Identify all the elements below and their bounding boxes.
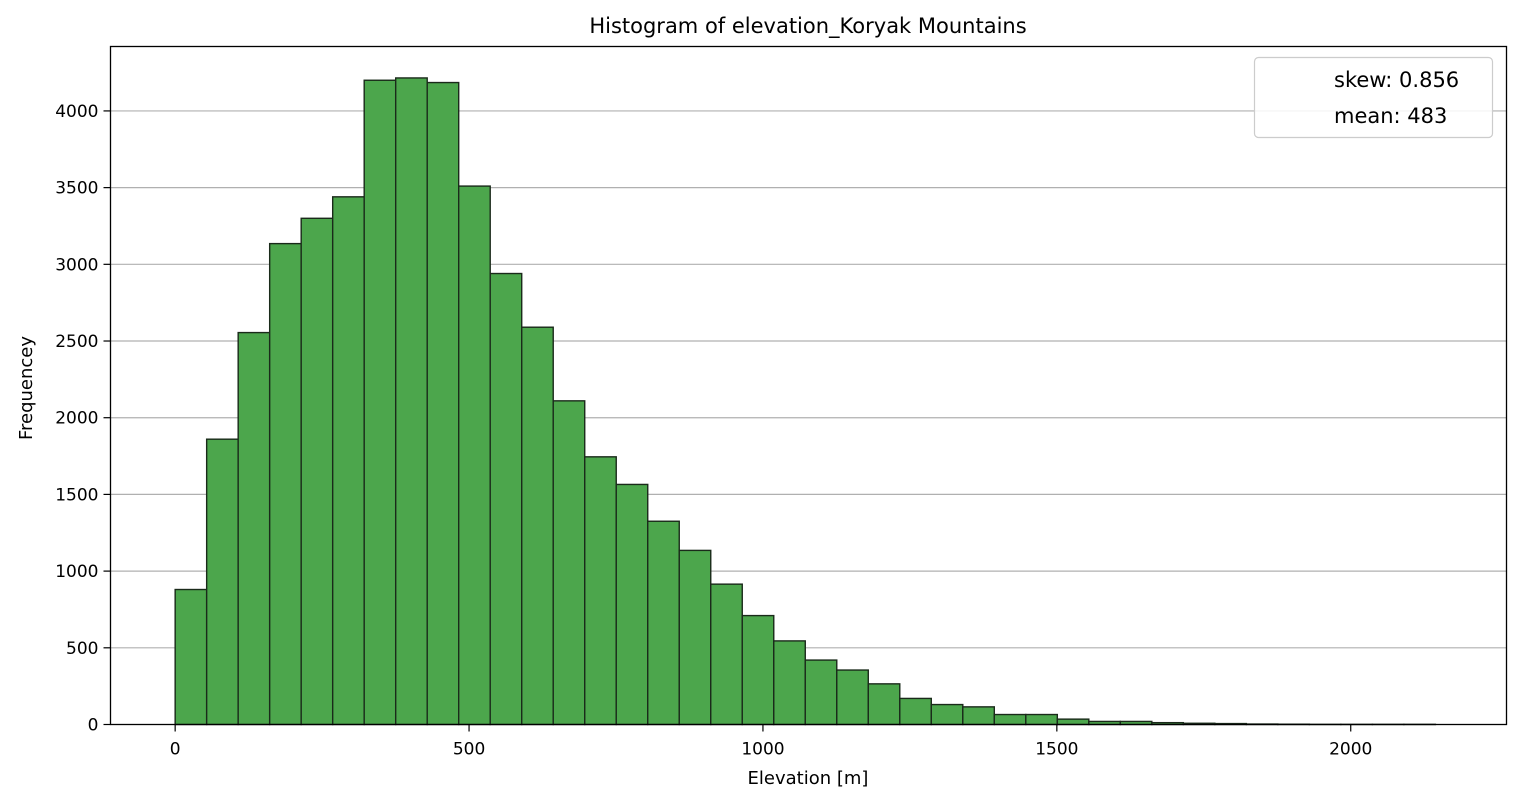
- histogram-bar-10: [489, 272, 523, 726]
- y-tick-label-5: 2500: [55, 332, 98, 352]
- histogram-bar-26: [993, 713, 1027, 726]
- y-tick-label-7: 3500: [55, 179, 98, 199]
- y-tick-label-0: 0: [88, 716, 99, 736]
- histogram-bar-12: [552, 400, 586, 726]
- histogram-bars: [174, 77, 1437, 726]
- chart-title: Histogram of elevation_Koryak Mountains: [589, 14, 1026, 39]
- histogram-bar-9: [458, 185, 491, 726]
- x-axis-label: Elevation [m]: [748, 768, 869, 789]
- y-tick-label-3: 1500: [55, 485, 98, 505]
- x-tick-label-4: 2000: [1329, 740, 1372, 760]
- histogram-bar-18: [741, 614, 775, 726]
- legend-entry-skew: skew: 0.856: [1334, 68, 1459, 92]
- histogram-bar-2: [237, 331, 271, 726]
- histogram-bar-7: [394, 77, 428, 726]
- y-tick-label-2: 1000: [55, 562, 98, 582]
- histogram-bar-28: [1056, 718, 1090, 726]
- histogram-bar-20: [804, 659, 838, 726]
- histogram-bar-22: [867, 683, 901, 726]
- histogram-bar-8: [426, 81, 460, 726]
- histogram-bar-19: [773, 640, 806, 726]
- histogram-bar-25: [962, 706, 996, 726]
- histogram-bar-11: [521, 326, 554, 726]
- histogram-bar-17: [710, 583, 743, 726]
- legend-box: [1253, 56, 1494, 139]
- histogram-bar-23: [899, 697, 932, 726]
- y-tick-label-4: 2000: [55, 409, 98, 429]
- histogram-bar-1: [205, 438, 239, 726]
- y-axis-label: Frequencey: [16, 336, 37, 440]
- histogram-bar-6: [363, 79, 397, 726]
- legend: skew: 0.856 mean: 483: [1253, 56, 1494, 139]
- histogram-bar-13: [584, 456, 617, 726]
- legend-entry-mean: mean: 483: [1334, 104, 1447, 128]
- x-tick-label-2: 1000: [741, 740, 784, 760]
- y-axis-ticks: 0 500 1000 1500 2000 2500 3000 3500 4000: [55, 102, 111, 736]
- histogram-bar-0: [174, 588, 208, 726]
- y-tick-label-8: 4000: [55, 102, 98, 122]
- histogram-bar-5: [331, 196, 365, 726]
- y-tick-label-6: 3000: [55, 255, 98, 275]
- histogram-bar-15: [647, 520, 680, 726]
- histogram-bar-4: [300, 217, 334, 726]
- histogram-bar-24: [930, 703, 964, 726]
- histogram-bar-14: [615, 483, 649, 726]
- histogram-bar-27: [1025, 713, 1059, 726]
- histogram-bar-16: [678, 549, 712, 726]
- plot-frame: [109, 45, 1508, 726]
- histogram-bar-21: [836, 669, 869, 726]
- histogram-bar-3: [268, 242, 302, 726]
- x-tick-label-0: 0: [170, 740, 181, 760]
- x-tick-label-1: 500: [453, 740, 485, 760]
- x-tick-label-3: 1500: [1035, 740, 1078, 760]
- y-tick-label-1: 500: [66, 639, 98, 659]
- x-axis-ticks: 0 500 1000 1500 2000: [170, 724, 1372, 760]
